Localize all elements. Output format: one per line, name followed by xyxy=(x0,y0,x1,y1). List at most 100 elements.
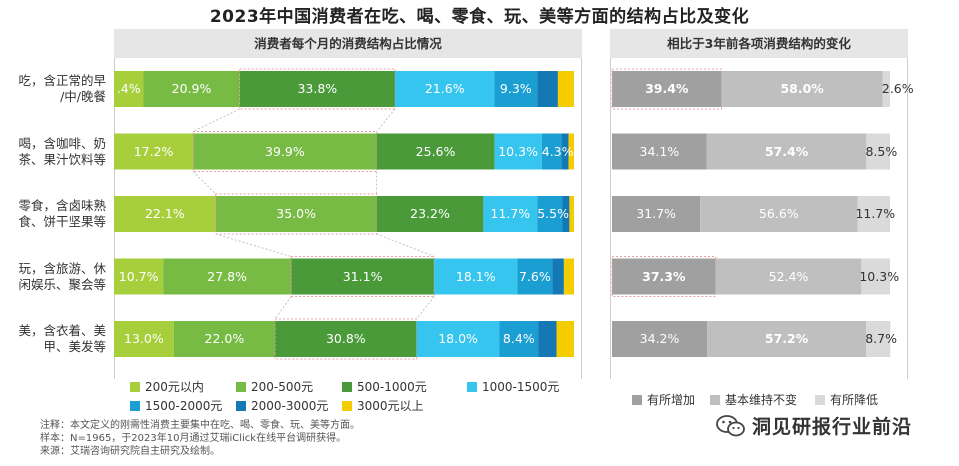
bar-data-label: 22.1% xyxy=(144,206,185,221)
change-data-label: 11.7% xyxy=(855,206,896,221)
change-bar-segment xyxy=(700,196,858,232)
bar-segment xyxy=(193,133,377,170)
legend-item: 200元以内 xyxy=(130,378,204,395)
bar-segment xyxy=(568,133,574,170)
bar-segment xyxy=(434,258,518,295)
bar-data-label: 33.8% xyxy=(297,81,338,96)
category-label: 零食，含卤味熟 食、饼干坚果等 xyxy=(2,198,106,230)
legend-label: 基本维持不变 xyxy=(725,393,798,407)
connector-line xyxy=(416,296,435,320)
bar-segment xyxy=(114,321,174,357)
category-label-line: 甲、美发等 xyxy=(43,339,106,354)
legend-swatch xyxy=(236,400,246,411)
legend-item: 3000元以上 xyxy=(342,397,424,414)
connector-line xyxy=(192,108,240,132)
legend-item: 2000-3000元 xyxy=(236,397,328,414)
bar-data-label: 35.0% xyxy=(276,206,317,221)
bar-segment xyxy=(541,133,562,170)
legend-swatch xyxy=(130,400,140,411)
bar-segment xyxy=(416,321,500,357)
legend-item: 500-1000元 xyxy=(342,378,427,395)
category-label-line: 食、饼干坚果等 xyxy=(18,214,106,229)
wechat-watermark: 洞见研报行业前沿 xyxy=(716,412,912,439)
category-label: 喝，含咖啡、奶 茶、果汁饮料等 xyxy=(2,136,106,168)
change-bar-segment xyxy=(612,258,716,295)
bar-segment xyxy=(114,133,194,170)
legend-swatch xyxy=(236,381,246,392)
bar-data-label: 4.3% xyxy=(541,143,574,159)
legend-swatch xyxy=(815,394,825,405)
bar-segment xyxy=(561,133,569,170)
legend-item: 有所降低 xyxy=(815,391,878,408)
category-label: 吃，含正常的早/中/晚餐 xyxy=(2,73,106,105)
right-panel-title: 相比于3年前各项消费结构的变化 xyxy=(610,29,908,58)
legend-swatch xyxy=(632,394,642,405)
right-panel xyxy=(610,29,908,379)
change-bar-segment xyxy=(612,133,707,170)
watermark-text: 洞见研报行业前沿 xyxy=(752,416,913,438)
bar-data-label: 9.3% xyxy=(499,81,532,96)
change-data-label: 57.4% xyxy=(764,143,809,159)
bar-segment xyxy=(114,196,216,232)
bar-data-label: 5.5% xyxy=(537,206,569,221)
change-bar-segment xyxy=(857,196,890,232)
bar-data-label: .4% xyxy=(116,81,141,96)
change-bar-segment xyxy=(861,258,890,295)
category-label: 玩，含旅游、休 闲娱乐、聚会等 xyxy=(2,261,106,293)
change-bar-segment xyxy=(612,196,701,232)
bar-segment xyxy=(517,258,553,295)
category-label-line: /中/晚餐 xyxy=(60,89,106,104)
change-bar-segment xyxy=(882,71,890,107)
connector-line xyxy=(376,233,435,257)
footnote-line: 来源：艾瑞咨询研究院自主研究及绘制。 xyxy=(40,446,220,457)
legend-label: 1000-1500元 xyxy=(482,380,560,394)
bar-data-label: 10.3% xyxy=(498,143,538,159)
category-label-line: 玩，含旅游、休 xyxy=(18,260,106,276)
bar-segment xyxy=(494,71,538,107)
bar-data-label: 25.6% xyxy=(415,143,456,159)
category-label-line: 吃，含正常的早 xyxy=(18,73,106,88)
footnote-line: 样本：N=1965，于2023年10月通过艾瑞iClick在线平台调研获得。 xyxy=(40,433,347,444)
category-label-line: 茶、果汁饮料等 xyxy=(18,151,106,167)
legend-item: 有所增加 xyxy=(632,391,695,408)
bar-segment xyxy=(114,71,144,107)
legend-label: 500-1000元 xyxy=(357,380,427,394)
bar-segment xyxy=(563,258,574,295)
change-data-label: 34.2% xyxy=(639,331,680,346)
change-data-label: 2.6% xyxy=(881,81,914,96)
legend-swatch xyxy=(342,381,352,392)
connector-line xyxy=(376,108,396,132)
wechat-icon xyxy=(716,414,745,436)
legend-swatch xyxy=(130,381,140,392)
category-label-line: 美，含衣着、美 xyxy=(18,323,106,338)
legend-swatch xyxy=(342,400,352,411)
bar-segment xyxy=(538,321,557,357)
change-data-label: 52.4% xyxy=(768,268,809,284)
change-bar-segment xyxy=(612,321,708,357)
bar-segment xyxy=(552,258,564,295)
change-bar-segment xyxy=(866,321,891,357)
bar-data-label: 39.9% xyxy=(265,143,305,159)
bar-data-label: 20.9% xyxy=(171,81,212,96)
connector-line xyxy=(274,296,292,320)
change-data-label: 57.2% xyxy=(764,331,809,346)
change-data-label: 8.7% xyxy=(865,331,897,346)
bar-segment xyxy=(291,258,435,295)
change-data-label: 31.7% xyxy=(636,206,676,221)
bar-segment xyxy=(215,196,377,232)
bar-data-label: 18.0% xyxy=(438,331,478,346)
legend-label: 2000-3000元 xyxy=(251,399,329,413)
bar-segment xyxy=(494,133,542,170)
connector-line xyxy=(192,171,216,195)
bar-segment xyxy=(483,196,538,232)
bar-data-label: 22.0% xyxy=(204,331,245,346)
category-label-line: 闲娱乐、聚会等 xyxy=(18,276,106,292)
legend-label: 1500-2000元 xyxy=(145,399,223,413)
bar-segment xyxy=(556,321,574,357)
legend-label: 有所增加 xyxy=(647,393,696,407)
bar-segment xyxy=(275,321,417,357)
bar-data-label: 7.6% xyxy=(519,268,551,284)
bar-data-label: 10.7% xyxy=(118,268,159,284)
change-data-label: 39.4% xyxy=(645,81,689,96)
legend-swatch xyxy=(710,394,720,405)
